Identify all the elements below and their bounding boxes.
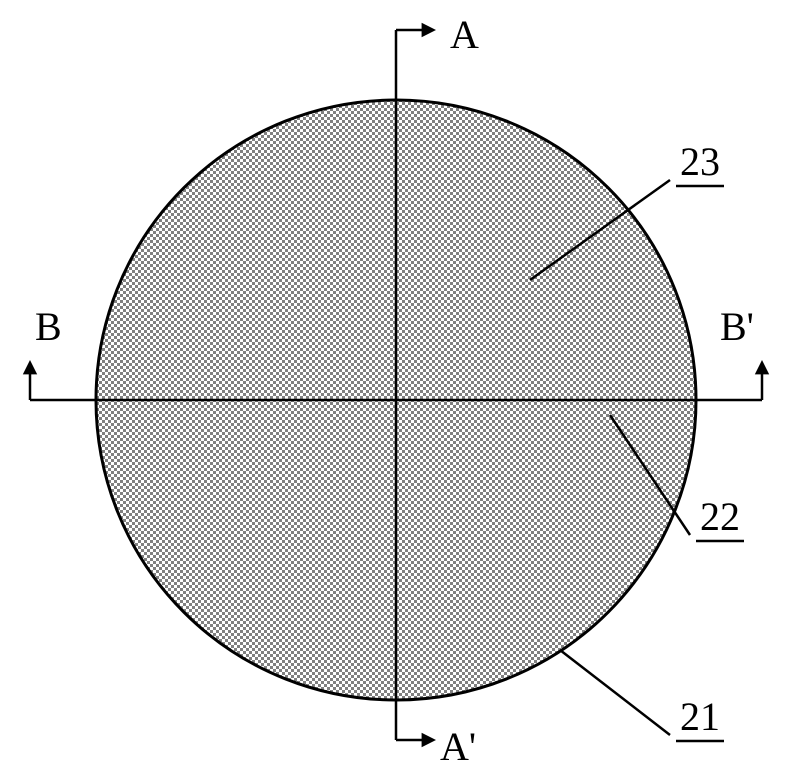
label-b: B xyxy=(35,304,62,349)
label-a: A xyxy=(450,12,479,57)
label-b-prime: B' xyxy=(720,304,754,349)
label-21: 21 xyxy=(680,694,720,739)
label-a-prime: A' xyxy=(440,724,476,769)
label-22: 22 xyxy=(700,494,740,539)
label-23: 23 xyxy=(680,139,720,184)
